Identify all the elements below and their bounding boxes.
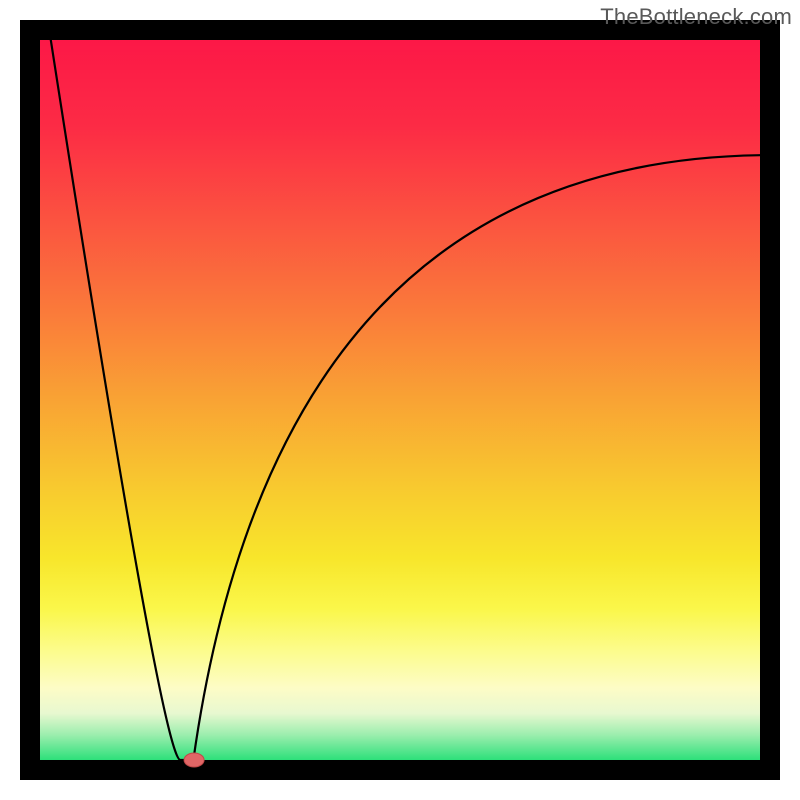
chart-container: TheBottleneck.com: [0, 0, 800, 800]
bottleneck-chart: [0, 0, 800, 800]
trough-marker: [184, 753, 204, 767]
watermark-text: TheBottleneck.com: [600, 4, 792, 30]
